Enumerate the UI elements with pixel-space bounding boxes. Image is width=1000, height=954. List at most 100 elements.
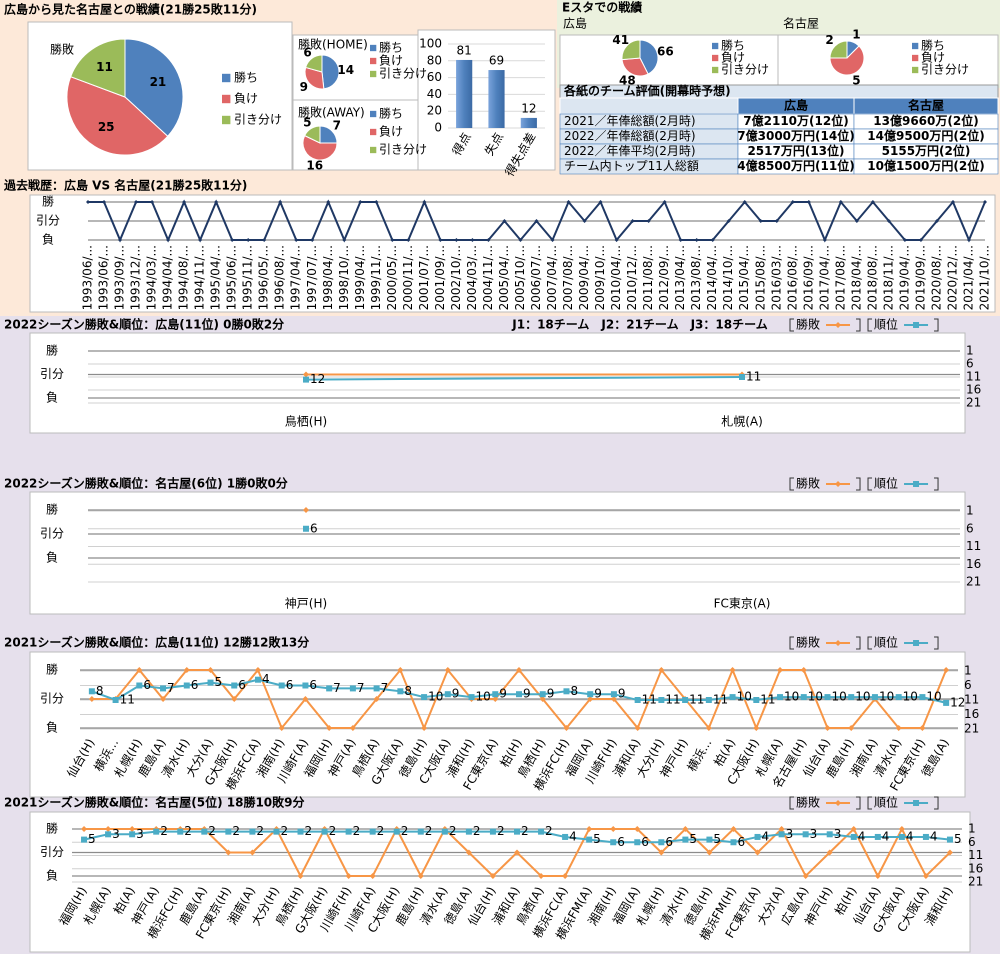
x-tick-label: 2006/07/... [529, 245, 543, 310]
legend-label: 順位 [874, 795, 898, 810]
legend-bracket [934, 477, 939, 491]
legend-bracket [934, 796, 939, 810]
marker [729, 694, 736, 701]
data-label: 5 [954, 832, 962, 846]
data-label: 6 [191, 678, 199, 692]
data-label: 2 [160, 824, 168, 838]
table-cell-text: 10億1500万円(2位) [867, 158, 984, 173]
marker [421, 725, 428, 731]
pie-value-label: 9 [300, 80, 308, 94]
marker [777, 694, 784, 701]
marker [562, 833, 569, 840]
marker [373, 685, 380, 692]
legend-label: 負け [721, 51, 745, 65]
marker [183, 667, 190, 673]
pie-value-label: 21 [150, 75, 167, 89]
marker [150, 200, 155, 204]
pie-value-label: 7 [333, 119, 341, 133]
x-tick-label: 1995/04/... [209, 245, 223, 310]
y2-tick-label: 11 [966, 539, 981, 553]
y2-tick-label: 16 [966, 557, 981, 571]
legend-label: 勝ち [379, 40, 403, 55]
data-label: 10 [855, 690, 870, 704]
data-label: 10 [831, 690, 846, 704]
marker [421, 694, 428, 701]
data-label: 4 [262, 672, 270, 686]
pie-label: 広島 [563, 16, 587, 31]
marker [730, 826, 737, 832]
data-label: 11 [760, 693, 775, 707]
table-header: 広島 [784, 98, 808, 113]
legend-swatch [222, 115, 231, 125]
marker [465, 828, 472, 835]
x-tick-label: 1994/04/... [161, 245, 175, 310]
marker [895, 725, 902, 731]
panel [29, 332, 966, 434]
marker [444, 667, 451, 673]
marker [207, 667, 214, 673]
marker [470, 238, 475, 242]
pie-slice [70, 38, 126, 98]
data-label: 7 [357, 681, 365, 695]
panel [417, 29, 556, 171]
marker [514, 828, 520, 835]
marker [182, 200, 187, 204]
marker [790, 200, 795, 204]
x-tick-label: 1996/05/... [257, 245, 271, 310]
marker [342, 238, 347, 242]
legend-marker [835, 481, 842, 487]
bar [520, 117, 537, 128]
x-tick-label: 2018/04/... [849, 245, 863, 310]
y-tick-label: 勝 [42, 194, 54, 209]
marker [278, 725, 285, 731]
x-tick-label: 2019/04/... [897, 245, 911, 310]
marker [303, 525, 309, 532]
series-line [305, 376, 743, 381]
marker [201, 828, 208, 835]
pie-value-label: 16 [306, 159, 323, 173]
data-label: 9 [618, 687, 626, 701]
x-tick-label: 1998/04/... [321, 245, 335, 310]
data-label: 4 [762, 829, 770, 843]
marker [397, 688, 404, 695]
marker [246, 238, 251, 242]
x-tick-label: 1993/12/... [129, 245, 143, 310]
marker [898, 833, 905, 840]
legend-swatch [370, 44, 377, 52]
marker [303, 371, 309, 378]
legend-label: 勝ち [379, 106, 403, 121]
marker [586, 826, 593, 832]
marker [706, 849, 713, 856]
marker [444, 691, 451, 698]
pie-value-label: 5 [852, 73, 860, 87]
pie-value-label: 2 [825, 33, 833, 47]
data-label: 6 [143, 678, 151, 692]
marker [345, 873, 352, 879]
y2-tick-label: 6 [964, 678, 972, 692]
marker [614, 238, 619, 242]
data-label: 2 [184, 824, 192, 838]
x-tick-label: 2016/09/... [801, 245, 815, 310]
x-tick-label: 2015/04/... [737, 245, 751, 310]
marker [778, 826, 785, 832]
data-label: 11 [642, 693, 657, 707]
marker [183, 682, 190, 689]
marker [321, 828, 328, 835]
marker [303, 376, 309, 383]
marker [489, 828, 496, 835]
data-label: 2 [449, 824, 457, 838]
marker [225, 828, 232, 835]
data-label: 2 [497, 824, 505, 838]
legend-swatch [370, 128, 377, 136]
marker [468, 694, 475, 701]
chart-title: 2022シーズン勝敗&順位：名古屋(6位) 1勝0敗0分 [4, 476, 288, 491]
marker [874, 873, 881, 879]
pie-slice [66, 76, 169, 156]
pie-slice [829, 45, 865, 76]
marker [397, 667, 404, 673]
marker [465, 849, 472, 856]
x-tick-label: 2012/09/... [657, 245, 671, 310]
marker [754, 833, 761, 840]
marker [658, 849, 665, 856]
